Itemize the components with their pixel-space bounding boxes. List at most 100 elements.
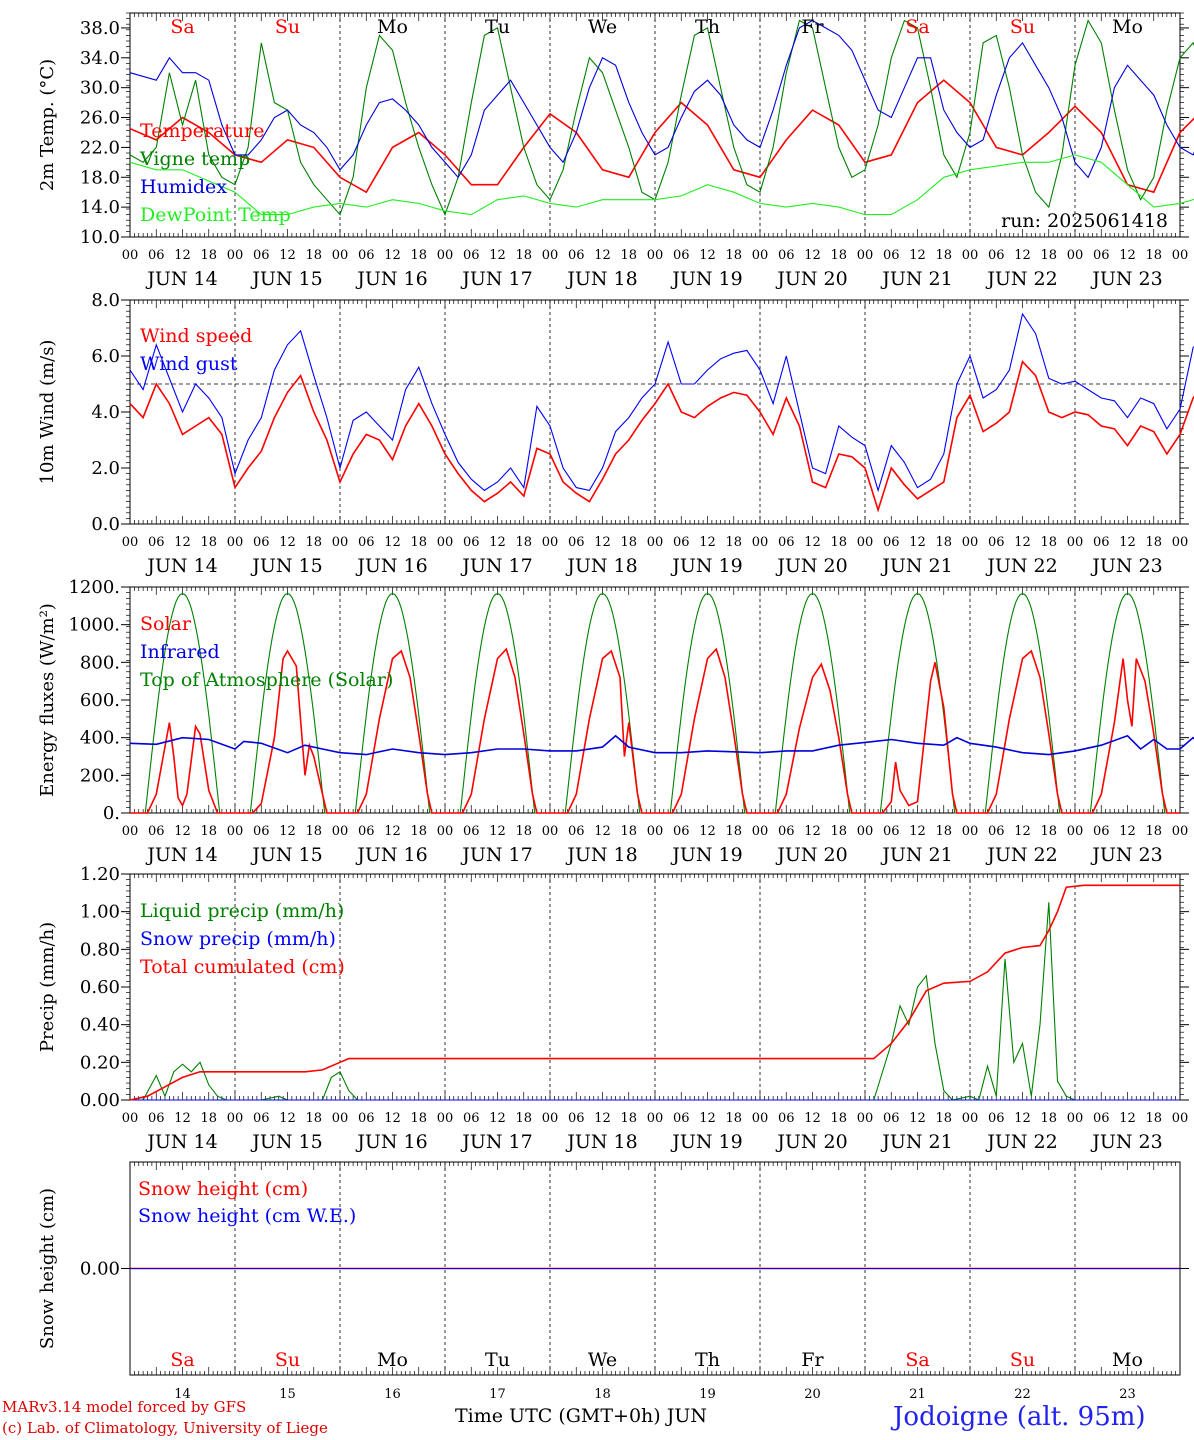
y-tick-label: 200.: [80, 765, 120, 786]
x-hour-label: 06: [148, 248, 165, 263]
x-hour-label: 00: [332, 248, 349, 263]
day-number-bottom: 17: [489, 1387, 506, 1402]
y-tick-label: 0.00: [80, 1259, 120, 1280]
y-tick-label: 0.60: [80, 977, 120, 998]
x-date-label: JUN 15: [250, 1131, 322, 1153]
y-tick-label: 26.0: [80, 108, 120, 129]
y-tick-label: 34.0: [80, 48, 120, 69]
y-tick-label: 1.20: [80, 864, 120, 885]
x-hour-label: 00: [1067, 824, 1084, 839]
day-name-bottom: Sa: [170, 1349, 194, 1371]
day-name-bottom: Su: [1010, 1349, 1035, 1371]
x-hour-label: 18: [830, 248, 847, 263]
x-hour-label: 06: [1093, 1111, 1110, 1126]
panel-2: 0.0 2.0 4.0 6.0 8.0 10m Wind (m/s) Wind speed W…: [37, 290, 1194, 577]
day-name-top: Mo: [377, 16, 408, 38]
day-number-bottom: 16: [384, 1387, 401, 1402]
x-hour-label: 12: [909, 824, 926, 839]
legend-entry: Temperature: [140, 120, 264, 142]
day-name-top: Sa: [170, 16, 194, 38]
day-name-top: Sa: [905, 16, 929, 38]
day-name-top: Su: [1010, 16, 1035, 38]
x-hour-label: 00: [542, 535, 559, 550]
y-tick-label: 4.0: [91, 402, 120, 423]
x-hour-label: 18: [1040, 824, 1057, 839]
x-hour-label: 12: [594, 535, 611, 550]
y-axis-title: 2m Temp. (°C): [37, 59, 58, 191]
legend-entry: Humidex: [140, 176, 227, 198]
legend-entry: Liquid precip (mm/h): [140, 900, 344, 922]
credit-line-1: MARv3.14 model forced by GFS: [2, 1398, 247, 1416]
x-hour-label: 12: [1119, 824, 1136, 839]
day-number-bottom: 23: [1119, 1387, 1136, 1402]
panel-3: 0. 200. 400. 600. 800. 1000. 1200. Energy fluxe…: [37, 577, 1194, 866]
x-hour-label: 18: [305, 824, 322, 839]
x-hour-label: 06: [568, 824, 585, 839]
x-hour-label: 12: [594, 248, 611, 263]
day-name-bottom: Su: [275, 1349, 300, 1371]
x-hour-label: 06: [463, 1111, 480, 1126]
x-hour-label: 18: [725, 824, 742, 839]
day-name-top: Mo: [1112, 16, 1143, 38]
x-hour-label: 12: [1119, 535, 1136, 550]
x-hour-label: 06: [778, 535, 795, 550]
x-hour-label: 12: [1014, 535, 1031, 550]
x-date-label: JUN 15: [250, 844, 322, 866]
series-line-wind_gust: [129, 312, 1194, 493]
x-hour-label: 12: [489, 1111, 506, 1126]
x-hour-label: 06: [358, 824, 375, 839]
y-tick-label: 30.0: [80, 78, 120, 99]
x-hour-label: 00: [122, 824, 139, 839]
x-hour-label: 12: [279, 824, 296, 839]
x-hour-label: 06: [883, 1111, 900, 1126]
x-hour-label: 18: [200, 248, 217, 263]
legend-entry: Wind speed: [140, 325, 252, 347]
x-hour-label: 00: [857, 248, 874, 263]
x-hour-label: 18: [935, 248, 952, 263]
x-hour-label: 00: [962, 824, 979, 839]
x-hour-label: 00: [227, 248, 244, 263]
x-hour-label: 00: [857, 824, 874, 839]
series-line-vigne: [129, 19, 1194, 217]
day-name-top: Th: [695, 16, 720, 38]
x-hour-label: 18: [725, 1111, 742, 1126]
day-name-bottom: Tu: [485, 1349, 510, 1371]
x-hour-label: 12: [489, 824, 506, 839]
x-date-label: JUN 22: [985, 844, 1057, 866]
x-hour-label: 06: [1093, 535, 1110, 550]
x-hour-label: 18: [620, 248, 637, 263]
series-line-humidex: [129, 19, 1194, 179]
x-hour-label: 18: [200, 824, 217, 839]
x-hour-label: 18: [305, 248, 322, 263]
x-hour-label: 00: [437, 1111, 454, 1126]
x-hour-label: 06: [883, 535, 900, 550]
plot-frame: [129, 299, 1181, 525]
y-tick-label: 600.: [80, 690, 120, 711]
x-hour-label: 18: [410, 535, 427, 550]
x-hour-label: 00: [857, 535, 874, 550]
x-hour-label: 06: [778, 1111, 795, 1126]
day-name-bottom: Fr: [801, 1349, 824, 1371]
x-hour-label: 12: [909, 248, 926, 263]
legend-entry: Vigne temp: [139, 148, 250, 170]
day-number-bottom: 20: [804, 1387, 821, 1402]
x-hour-label: 18: [620, 535, 637, 550]
x-date-label: JUN 17: [460, 268, 532, 290]
series-line-cumul: [129, 884, 1180, 1101]
x-date-label: JUN 19: [670, 268, 742, 290]
x-hour-label: 18: [830, 535, 847, 550]
y-tick-label: 8.0: [91, 290, 120, 311]
y-tick-label: 800.: [80, 652, 120, 673]
y-tick-label: 0.20: [80, 1052, 120, 1073]
x-hour-label: 00: [647, 824, 664, 839]
day-number-bottom: 19: [699, 1387, 716, 1402]
y-tick-label: 400.: [80, 728, 120, 749]
x-hour-label: 12: [699, 1111, 716, 1126]
x-hour-label: 00: [542, 1111, 559, 1126]
x-date-label: JUN 17: [460, 555, 532, 577]
panel-1: 10.0 14.0 18.0 22.0 26.0 30.0 34.0 38.0 2m Temp.…: [37, 12, 1194, 290]
x-date-label: JUN 22: [985, 268, 1057, 290]
x-hour-label: 12: [174, 824, 191, 839]
legend-entry: Solar: [140, 613, 192, 635]
day-name-top: Su: [275, 16, 300, 38]
